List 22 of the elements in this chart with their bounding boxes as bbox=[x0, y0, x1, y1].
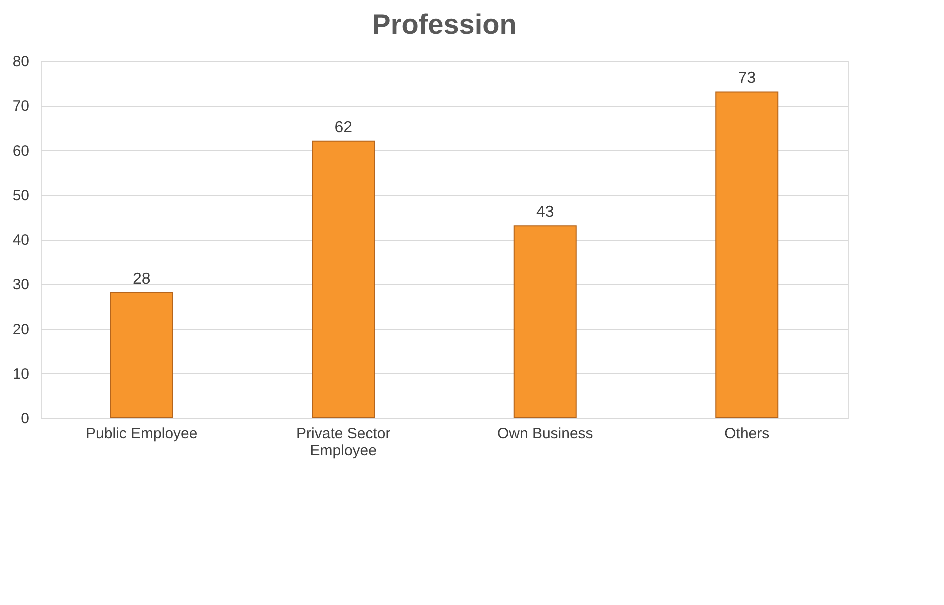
y-tick-label: 60 bbox=[12, 142, 30, 160]
y-tick-label: 80 bbox=[12, 54, 30, 70]
bar bbox=[312, 140, 376, 418]
x-tick-label: Others bbox=[724, 426, 770, 442]
chart-title: Profession bbox=[372, 9, 517, 40]
data-label: 43 bbox=[536, 204, 554, 222]
bar bbox=[110, 292, 174, 418]
y-tick-label: 0 bbox=[21, 410, 30, 428]
x-tick-label: Private Sector Employee bbox=[296, 426, 391, 460]
y-tick-label: 40 bbox=[12, 232, 30, 249]
bar bbox=[716, 92, 779, 418]
data-label: 73 bbox=[738, 70, 756, 88]
y-tick-label: 20 bbox=[12, 321, 30, 338]
y-tick-label: 10 bbox=[12, 366, 30, 383]
data-label: 28 bbox=[132, 271, 151, 288]
bar bbox=[514, 226, 577, 418]
y-tick-label: 30 bbox=[12, 276, 30, 294]
data-label: 62 bbox=[334, 119, 353, 136]
x-tick-label: Own Business bbox=[497, 426, 594, 442]
y-tick-label: 70 bbox=[12, 98, 30, 116]
x-tick-label: Public Employee bbox=[86, 426, 198, 442]
y-tick-label: 50 bbox=[12, 187, 30, 204]
